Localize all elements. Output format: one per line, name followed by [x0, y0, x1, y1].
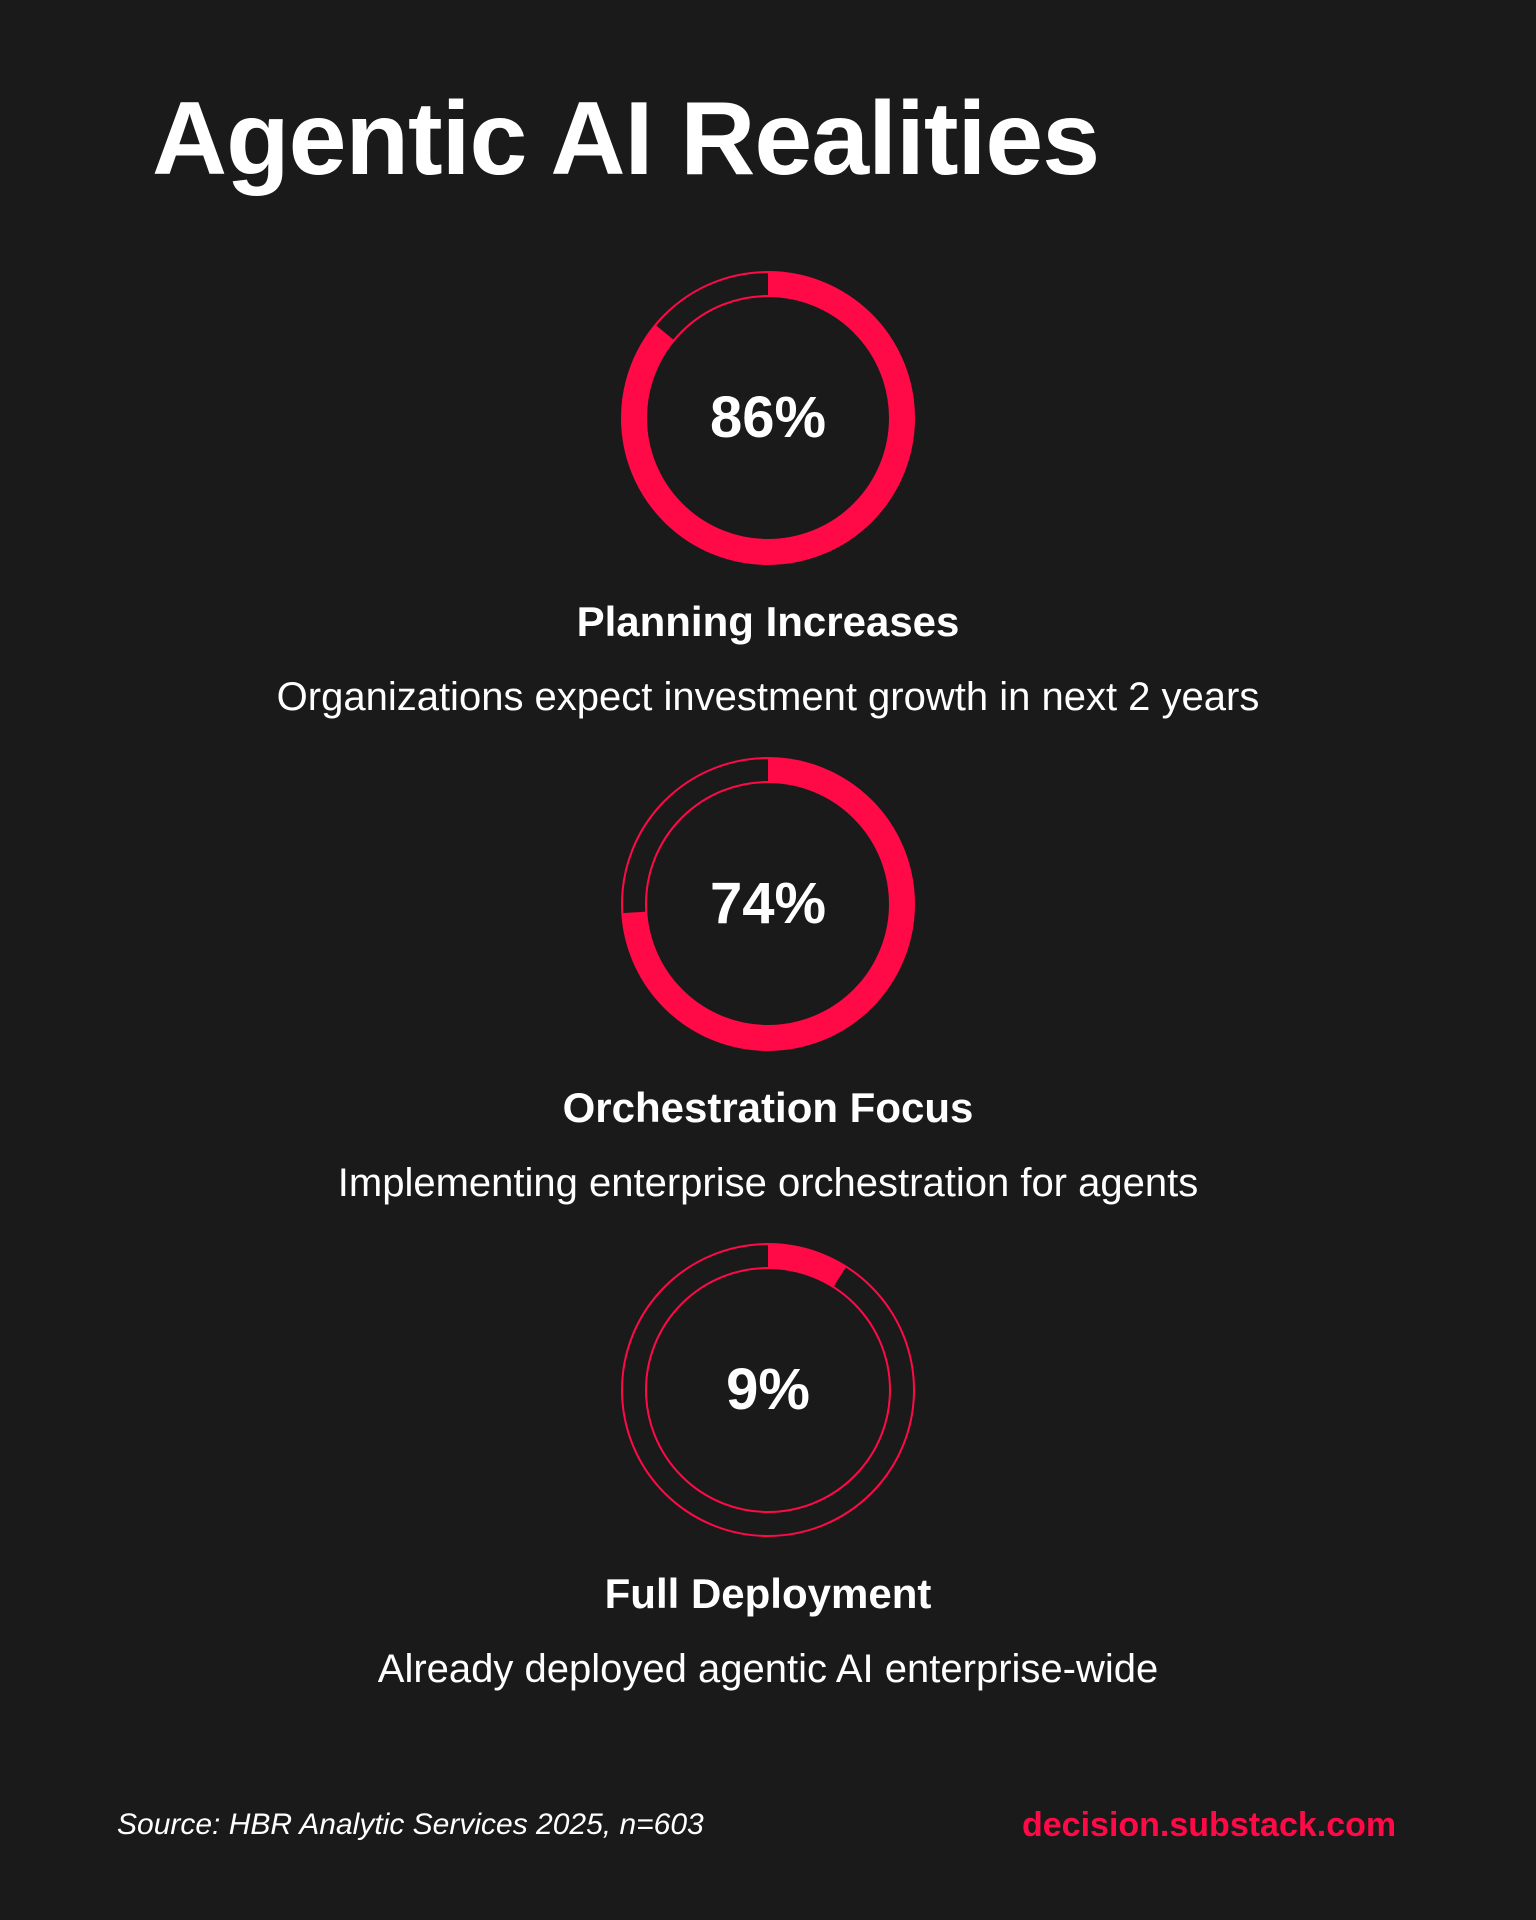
- progress-arc: [768, 1244, 847, 1287]
- stat-description: Implementing enterprise orchestration fo…: [337, 1161, 1199, 1205]
- donut-ring: [621, 757, 915, 1051]
- page-title: Agentic AI Realities: [152, 81, 1100, 197]
- stat-description: Already deployed agentic AI enterprise-w…: [377, 1647, 1159, 1691]
- donut-value-label: 9%: [726, 1357, 810, 1422]
- donut-ring: [621, 1243, 915, 1537]
- source-note: Source: HBR Analytic Services 2025, n=60…: [117, 1808, 704, 1841]
- stat-description: Organizations expect investment growth i…: [276, 675, 1260, 719]
- stat-heading: Planning Increases: [576, 598, 960, 645]
- stat-planning-increases: 86% Planning Increases Organizations exp…: [0, 270, 1536, 740]
- stat-heading: Orchestration Focus: [562, 1084, 974, 1131]
- donut-value-label: 74%: [709, 871, 827, 936]
- donut-chart: 9%: [620, 1242, 916, 1538]
- stat-heading: Full Deployment: [604, 1570, 932, 1617]
- stat-orchestration-focus: 74% Orchestration Focus Implementing ent…: [0, 756, 1536, 1226]
- stat-full-deployment: 9% Full Deployment Already deployed agen…: [0, 1242, 1536, 1712]
- donut-chart: 74%: [620, 756, 916, 1052]
- donut-chart: 86%: [620, 270, 916, 566]
- donut-ring: [621, 271, 915, 565]
- donut-value-label: 86%: [709, 385, 827, 450]
- site-link[interactable]: decision.substack.com: [1022, 1806, 1397, 1844]
